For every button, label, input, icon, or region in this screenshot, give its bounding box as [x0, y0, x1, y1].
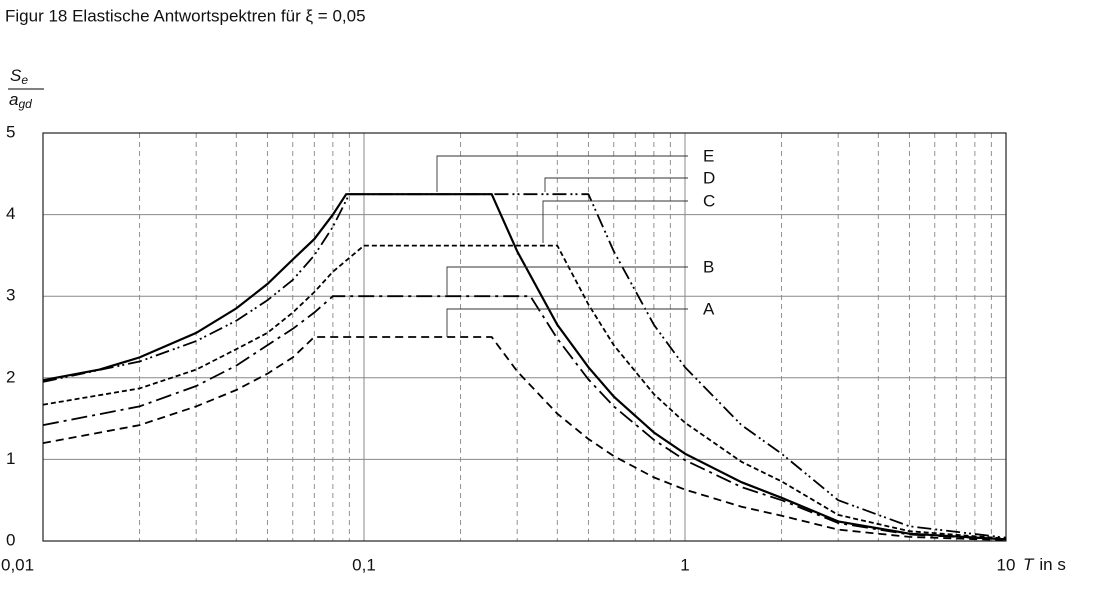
y-tick-label: 4	[6, 204, 15, 223]
curve-label: A	[703, 299, 715, 318]
series-line	[42, 295, 1007, 541]
y-tick-label: 1	[6, 449, 15, 468]
curve-label: C	[703, 191, 715, 210]
leader-line	[446, 308, 688, 337]
x-tick-label: 10	[997, 555, 1016, 574]
x-tick-label: 1	[680, 555, 689, 574]
y-tick-label: 0	[6, 530, 15, 549]
y-label: Se agd	[8, 66, 44, 111]
y-tick-label: 3	[6, 286, 15, 305]
x-tick-label: 0,01	[1, 555, 34, 574]
curve-label: B	[703, 257, 714, 276]
leader-line	[446, 266, 688, 296]
leader-line	[436, 155, 688, 192]
y-label-num: Se	[10, 66, 28, 87]
series-line	[42, 336, 1007, 542]
y-tick-label: 2	[6, 367, 15, 386]
leader-line	[544, 177, 688, 192]
x-tick-label: 0,1	[352, 555, 376, 574]
leader-line	[542, 200, 688, 243]
plot-frame	[42, 132, 1007, 542]
series-line	[42, 244, 1007, 540]
series-line	[42, 193, 1007, 541]
curve-label: E	[703, 146, 714, 165]
curve-label: D	[703, 168, 715, 187]
chart-title: Figur 18 Elastische Antwortspektren für …	[5, 6, 366, 25]
y-label-den: agd	[9, 90, 32, 111]
y-tick-label: 5	[6, 122, 15, 141]
